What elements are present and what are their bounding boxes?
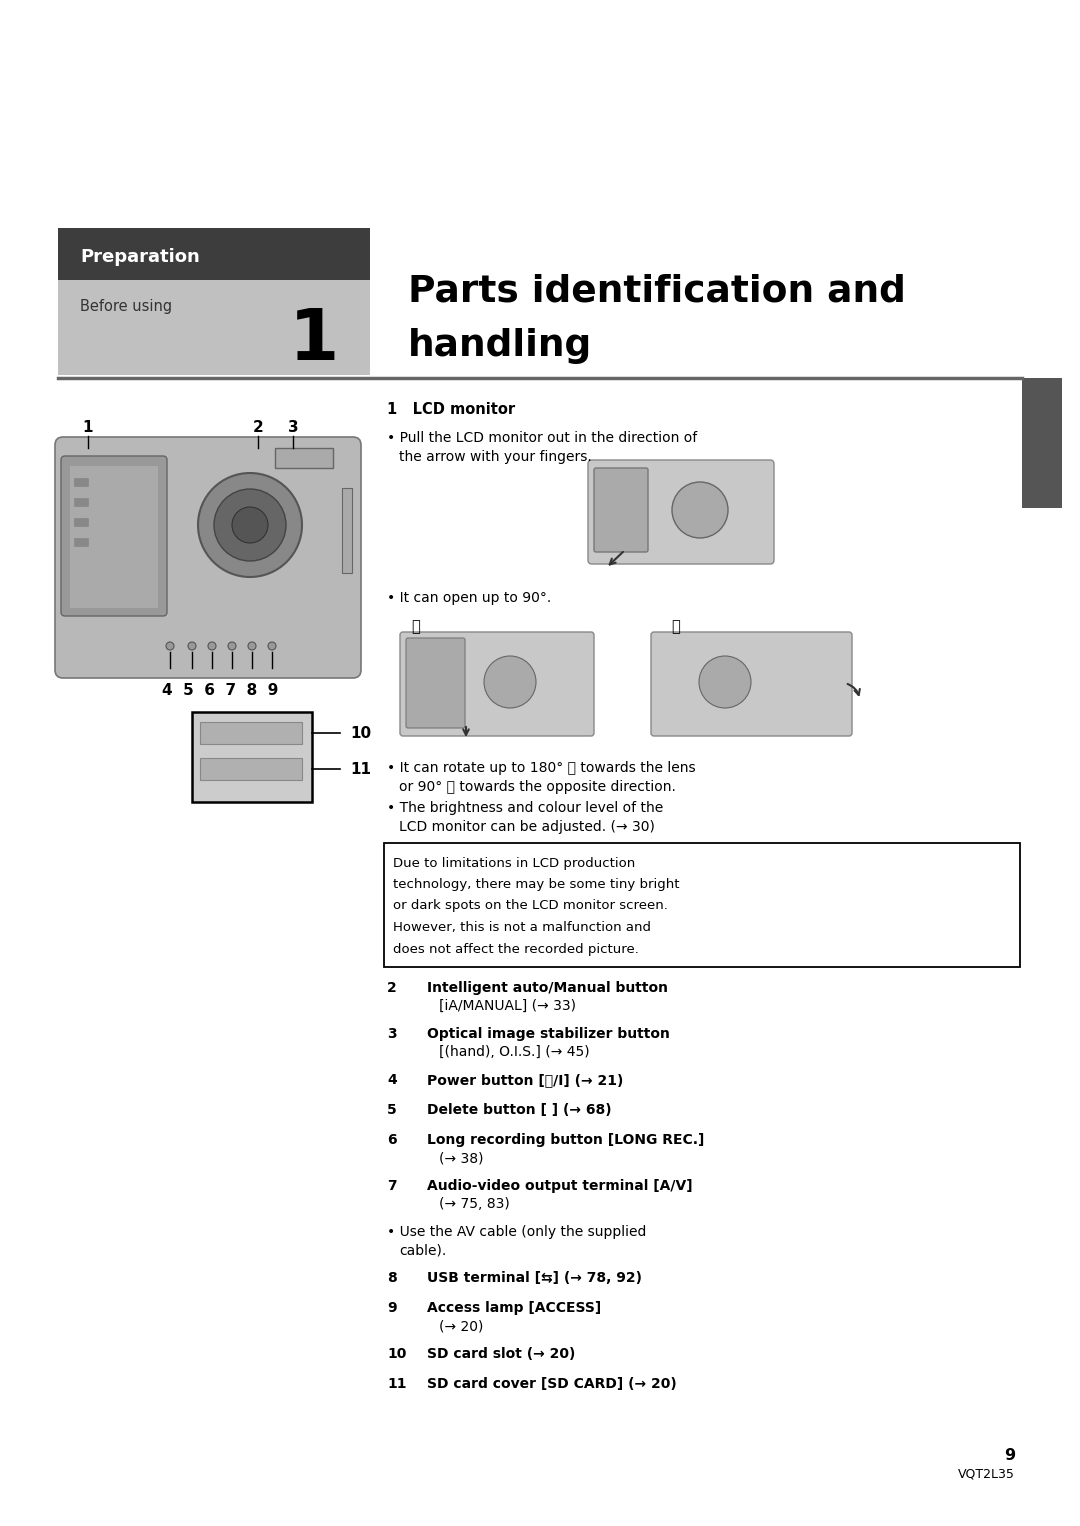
- Bar: [275, 449, 333, 468]
- FancyBboxPatch shape: [588, 459, 774, 565]
- Text: 1   LCD monitor: 1 LCD monitor: [387, 403, 515, 418]
- Text: 2: 2: [387, 981, 396, 995]
- Text: 10: 10: [350, 725, 372, 740]
- FancyBboxPatch shape: [384, 842, 1020, 967]
- Circle shape: [228, 642, 237, 650]
- Text: [(hand), O.I.S.] (→ 45): [(hand), O.I.S.] (→ 45): [438, 1045, 590, 1059]
- Circle shape: [188, 642, 195, 650]
- Text: 7: 7: [387, 1180, 396, 1193]
- Text: 4  5  6  7  8  9: 4 5 6 7 8 9: [162, 684, 279, 697]
- Text: 11: 11: [350, 761, 372, 777]
- Text: • Use the AV cable (only the supplied: • Use the AV cable (only the supplied: [387, 1225, 646, 1239]
- Text: Parts identification and: Parts identification and: [408, 275, 906, 310]
- Text: Audio-video output terminal [A/V]: Audio-video output terminal [A/V]: [427, 1180, 692, 1193]
- Text: 6: 6: [387, 1132, 396, 1148]
- Bar: [75, 478, 87, 485]
- FancyBboxPatch shape: [55, 436, 361, 678]
- Bar: [75, 539, 87, 546]
- Text: SD card slot (→ 20): SD card slot (→ 20): [427, 1347, 576, 1361]
- Text: 9: 9: [387, 1302, 396, 1315]
- Text: 8: 8: [387, 1271, 396, 1285]
- Text: 9: 9: [1004, 1448, 1015, 1463]
- Circle shape: [484, 656, 536, 708]
- FancyBboxPatch shape: [651, 632, 852, 736]
- Text: USB terminal [⇆] (→ 78, 92): USB terminal [⇆] (→ 78, 92): [427, 1271, 642, 1285]
- Text: Power button [⏻/I] (→ 21): Power button [⏻/I] (→ 21): [427, 1073, 623, 1087]
- FancyBboxPatch shape: [60, 456, 167, 617]
- Text: LCD monitor can be adjusted. (→ 30): LCD monitor can be adjusted. (→ 30): [399, 819, 654, 835]
- Text: 1: 1: [288, 305, 339, 374]
- Circle shape: [672, 482, 728, 539]
- Bar: [58, 227, 370, 279]
- Bar: [70, 465, 158, 607]
- Text: [iA/MANUAL] (→ 33): [iA/MANUAL] (→ 33): [438, 1000, 576, 1013]
- Text: (→ 20): (→ 20): [438, 1318, 484, 1334]
- Text: VQT2L35: VQT2L35: [958, 1468, 1015, 1480]
- Text: 10: 10: [387, 1347, 406, 1361]
- Bar: [342, 488, 352, 572]
- Bar: [58, 279, 370, 375]
- Circle shape: [232, 507, 268, 543]
- Bar: [75, 517, 87, 526]
- FancyBboxPatch shape: [400, 632, 594, 736]
- Bar: [75, 497, 87, 507]
- Circle shape: [699, 656, 751, 708]
- Text: • The brightness and colour level of the: • The brightness and colour level of the: [387, 801, 663, 815]
- Text: 1: 1: [83, 421, 93, 435]
- Circle shape: [208, 642, 216, 650]
- Text: 3: 3: [287, 421, 298, 435]
- Text: 2: 2: [253, 421, 264, 435]
- Circle shape: [214, 488, 286, 562]
- Text: SD card cover [SD CARD] (→ 20): SD card cover [SD CARD] (→ 20): [427, 1376, 677, 1392]
- Text: Delete button [ ] (→ 68): Delete button [ ] (→ 68): [427, 1103, 611, 1117]
- Circle shape: [166, 642, 174, 650]
- Text: Intelligent auto/Manual button: Intelligent auto/Manual button: [427, 981, 669, 995]
- Text: Due to limitations in LCD production: Due to limitations in LCD production: [393, 856, 635, 870]
- Text: 4: 4: [387, 1073, 396, 1087]
- Text: does not affect the recorded picture.: does not affect the recorded picture.: [393, 943, 639, 955]
- Text: handling: handling: [408, 328, 592, 365]
- Text: • It can open up to 90°.: • It can open up to 90°.: [387, 591, 551, 604]
- Text: • Pull the LCD monitor out in the direction of: • Pull the LCD monitor out in the direct…: [387, 430, 698, 446]
- Circle shape: [248, 642, 256, 650]
- Text: or 90° Ⓑ towards the opposite direction.: or 90° Ⓑ towards the opposite direction.: [399, 780, 676, 794]
- Text: 11: 11: [387, 1376, 406, 1392]
- Text: However, this is not a malfunction and: However, this is not a malfunction and: [393, 922, 651, 934]
- Text: Optical image stabilizer button: Optical image stabilizer button: [427, 1027, 670, 1041]
- Circle shape: [268, 642, 276, 650]
- Text: the arrow with your fingers.: the arrow with your fingers.: [399, 450, 592, 464]
- FancyBboxPatch shape: [406, 638, 465, 728]
- Text: Before using: Before using: [80, 299, 172, 313]
- Bar: [200, 758, 302, 780]
- Text: 3: 3: [387, 1027, 396, 1041]
- Text: 5: 5: [387, 1103, 396, 1117]
- Text: (→ 38): (→ 38): [438, 1151, 484, 1164]
- Bar: [1022, 378, 1062, 508]
- Circle shape: [198, 473, 302, 577]
- Text: Long recording button [LONG REC.]: Long recording button [LONG REC.]: [427, 1132, 704, 1148]
- Text: Access lamp [ACCESS]: Access lamp [ACCESS]: [427, 1302, 602, 1315]
- Text: technology, there may be some tiny bright: technology, there may be some tiny brigh…: [393, 877, 679, 891]
- Text: Ⓐ: Ⓐ: [411, 620, 420, 635]
- Text: (→ 75, 83): (→ 75, 83): [438, 1196, 510, 1212]
- Bar: [192, 713, 312, 803]
- Text: Ⓑ: Ⓑ: [672, 620, 680, 635]
- FancyBboxPatch shape: [594, 468, 648, 552]
- Text: • It can rotate up to 180° Ⓐ towards the lens: • It can rotate up to 180° Ⓐ towards the…: [387, 761, 696, 775]
- Text: cable).: cable).: [399, 1244, 446, 1257]
- Bar: [200, 722, 302, 745]
- Text: Preparation: Preparation: [80, 249, 200, 266]
- Text: or dark spots on the LCD monitor screen.: or dark spots on the LCD monitor screen.: [393, 899, 667, 913]
